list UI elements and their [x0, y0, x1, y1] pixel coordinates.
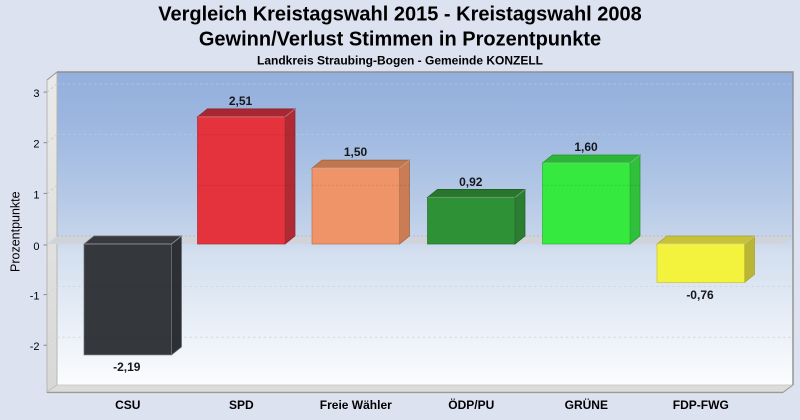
svg-text:Prozentpunkte: Prozentpunkte: [9, 191, 23, 272]
svg-text:-0,76: -0,76: [686, 288, 714, 302]
svg-text:0: 0: [33, 241, 39, 253]
svg-text:Landkreis Straubing-Bogen - Ge: Landkreis Straubing-Bogen - Gemeinde KON…: [257, 54, 543, 68]
svg-text:Gewinn/Verlust Stimmen in Proz: Gewinn/Verlust Stimmen in Prozentpunkte: [199, 29, 601, 51]
svg-text:-2: -2: [30, 341, 40, 353]
svg-text:0,92: 0,92: [459, 175, 483, 189]
svg-text:Vergleich Kreistagswahl 2015 -: Vergleich Kreistagswahl 2015 - Kreistags…: [158, 4, 642, 26]
svg-text:1,60: 1,60: [574, 140, 598, 154]
svg-text:-2,19: -2,19: [113, 360, 141, 374]
svg-text:Freie Wähler: Freie Wähler: [320, 398, 392, 412]
svg-text:GRÜNE: GRÜNE: [565, 397, 608, 412]
svg-text:CSU: CSU: [115, 398, 140, 412]
svg-text:ÖDP/PU: ÖDP/PU: [448, 397, 494, 412]
svg-text:2: 2: [33, 139, 39, 151]
svg-text:1,50: 1,50: [344, 145, 368, 159]
svg-text:-1: -1: [30, 291, 40, 303]
svg-text:2,51: 2,51: [229, 94, 253, 108]
svg-text:1: 1: [33, 189, 39, 201]
svg-text:3: 3: [33, 88, 39, 100]
svg-text:FDP-FWG: FDP-FWG: [673, 398, 729, 412]
svg-text:SPD: SPD: [229, 398, 254, 412]
